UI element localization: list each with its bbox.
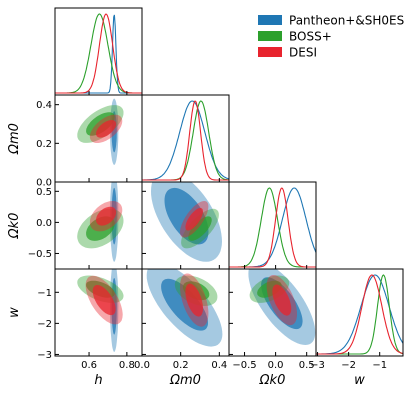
y-tick-label-Ok: −0.5 [28, 249, 52, 260]
y-tick-label-Om: 0.0 [36, 178, 52, 189]
marginal-desi-w [316, 274, 403, 355]
x-tick-label-w: −2 [341, 360, 356, 371]
legend-swatch-pantheon-sh0es [258, 15, 282, 25]
y-tick-label-Om: 0.2 [36, 139, 52, 150]
y-axis-label-Om: Ωm0 [7, 123, 22, 155]
y-tick-label-w: −3 [37, 350, 52, 361]
contour-68-desi-h-Om [96, 120, 117, 138]
x-axis-label-Ok: Ωk0 [259, 373, 286, 388]
legend-label: BOSS+ [289, 30, 332, 44]
legend-swatch-desi [258, 47, 282, 57]
marginal-desi-Ok [229, 187, 316, 268]
y-tick-label-Om: 0.4 [36, 100, 52, 111]
contour-68-desi-Ok-w [272, 284, 292, 316]
x-tick-label-Ok: 0.5 [299, 360, 315, 371]
contour-68-boss--Om-Ok [188, 216, 212, 241]
panel-frame-w-w [315, 268, 404, 357]
legend-label: DESI [289, 46, 317, 60]
contour-68-boss--h-Om [86, 112, 115, 136]
x-tick-label-Om: 0.0 [134, 360, 150, 371]
y-axis-label-Ok: Ωk0 [7, 213, 22, 240]
x-tick-label-w: −1 [372, 360, 387, 371]
marginal-pantheon-sh0es-Ok [229, 187, 316, 268]
marginal-boss--Ok [229, 187, 316, 268]
x-tick-label-Ok: 0.0 [268, 360, 284, 371]
x-tick-label-Ok: −0.5 [232, 360, 256, 371]
marginal-desi-Om [142, 100, 229, 181]
x-tick-label-w: −3 [310, 360, 325, 371]
y-tick-label-Ok: 0.0 [36, 218, 52, 229]
y-axis-label-w: w [7, 307, 22, 318]
x-axis-label-w: w [354, 373, 365, 388]
contour-68-desi-h-w [92, 285, 116, 316]
x-tick-label-Om: 0.2 [173, 360, 189, 371]
contour-68-desi-Om-w [185, 283, 203, 317]
x-axis-label-Om: Ωm0 [169, 373, 201, 388]
legend-label: Pantheon+&SH0ES [289, 14, 404, 28]
marginal-desi-h [55, 13, 142, 94]
contour-68-pantheon-sh0es-Om-w [161, 278, 208, 331]
x-tick-label-h: 0.6 [81, 360, 97, 371]
x-axis-label-h: h [94, 373, 102, 388]
y-tick-label-w: −2 [37, 319, 52, 330]
y-tick-label-w: −1 [37, 288, 52, 299]
x-tick-label-h: 0.8 [119, 360, 135, 371]
x-tick-label-Om: 0.4 [211, 360, 227, 371]
y-tick-label-Ok: 0.5 [36, 187, 52, 198]
contour-68-desi-h-Ok [96, 206, 117, 226]
contour-68-desi-Om-Ok [185, 208, 203, 231]
legend-swatch-boss- [258, 31, 282, 41]
marginal-boss--w [316, 274, 403, 355]
